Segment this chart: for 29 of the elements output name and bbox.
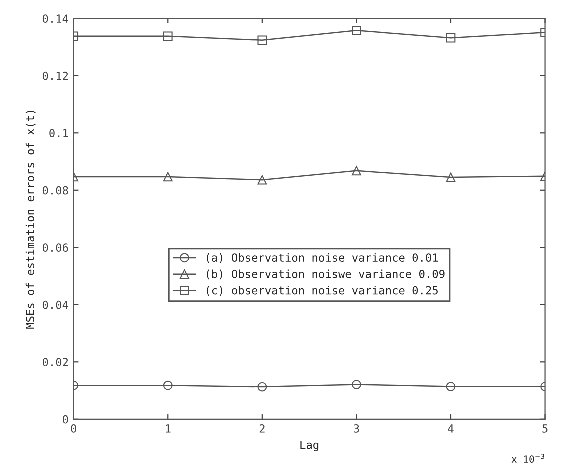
point bbox=[352, 380, 362, 390]
y-tick-label: 0.08 bbox=[42, 186, 68, 195]
x-tick-label: 3 bbox=[354, 424, 360, 433]
y-tick-label: 0.1 bbox=[50, 129, 68, 138]
x-tick-label: 2 bbox=[260, 424, 265, 433]
y-tick-label: 0.14 bbox=[42, 14, 68, 24]
point bbox=[446, 382, 456, 392]
x-tick-label: 5 bbox=[542, 424, 548, 433]
point bbox=[446, 172, 456, 182]
x-tick-label: 0 bbox=[71, 424, 76, 433]
x-tick-label: 4 bbox=[448, 424, 454, 433]
point bbox=[258, 36, 268, 46]
legend-label: (c) observation noise variance 0.25 bbox=[207, 286, 438, 296]
point bbox=[258, 382, 268, 392]
point bbox=[352, 26, 362, 36]
y-tick-label: 0.02 bbox=[42, 358, 68, 367]
point bbox=[446, 33, 456, 43]
point bbox=[352, 166, 362, 176]
text: x 10$^{−3}$ bbox=[512, 454, 544, 463]
legend-label: (b) Observation noiswe variance 0.09 bbox=[207, 270, 445, 280]
y-axis-title: MSEs of estimation errors of x(t) bbox=[26, 110, 36, 329]
y-tick-label: 0.06 bbox=[42, 244, 68, 252]
y-tick-label: 0.12 bbox=[42, 72, 68, 80]
x-axis-title: Lag bbox=[300, 440, 319, 452]
y-tick-label: 0.04 bbox=[42, 300, 68, 310]
x-tick-label: 1 bbox=[166, 424, 171, 433]
legend-label: (a) Observation noise variance 0.01 bbox=[207, 253, 438, 264]
y-tick-label: 0 bbox=[63, 415, 68, 424]
point bbox=[258, 175, 268, 185]
